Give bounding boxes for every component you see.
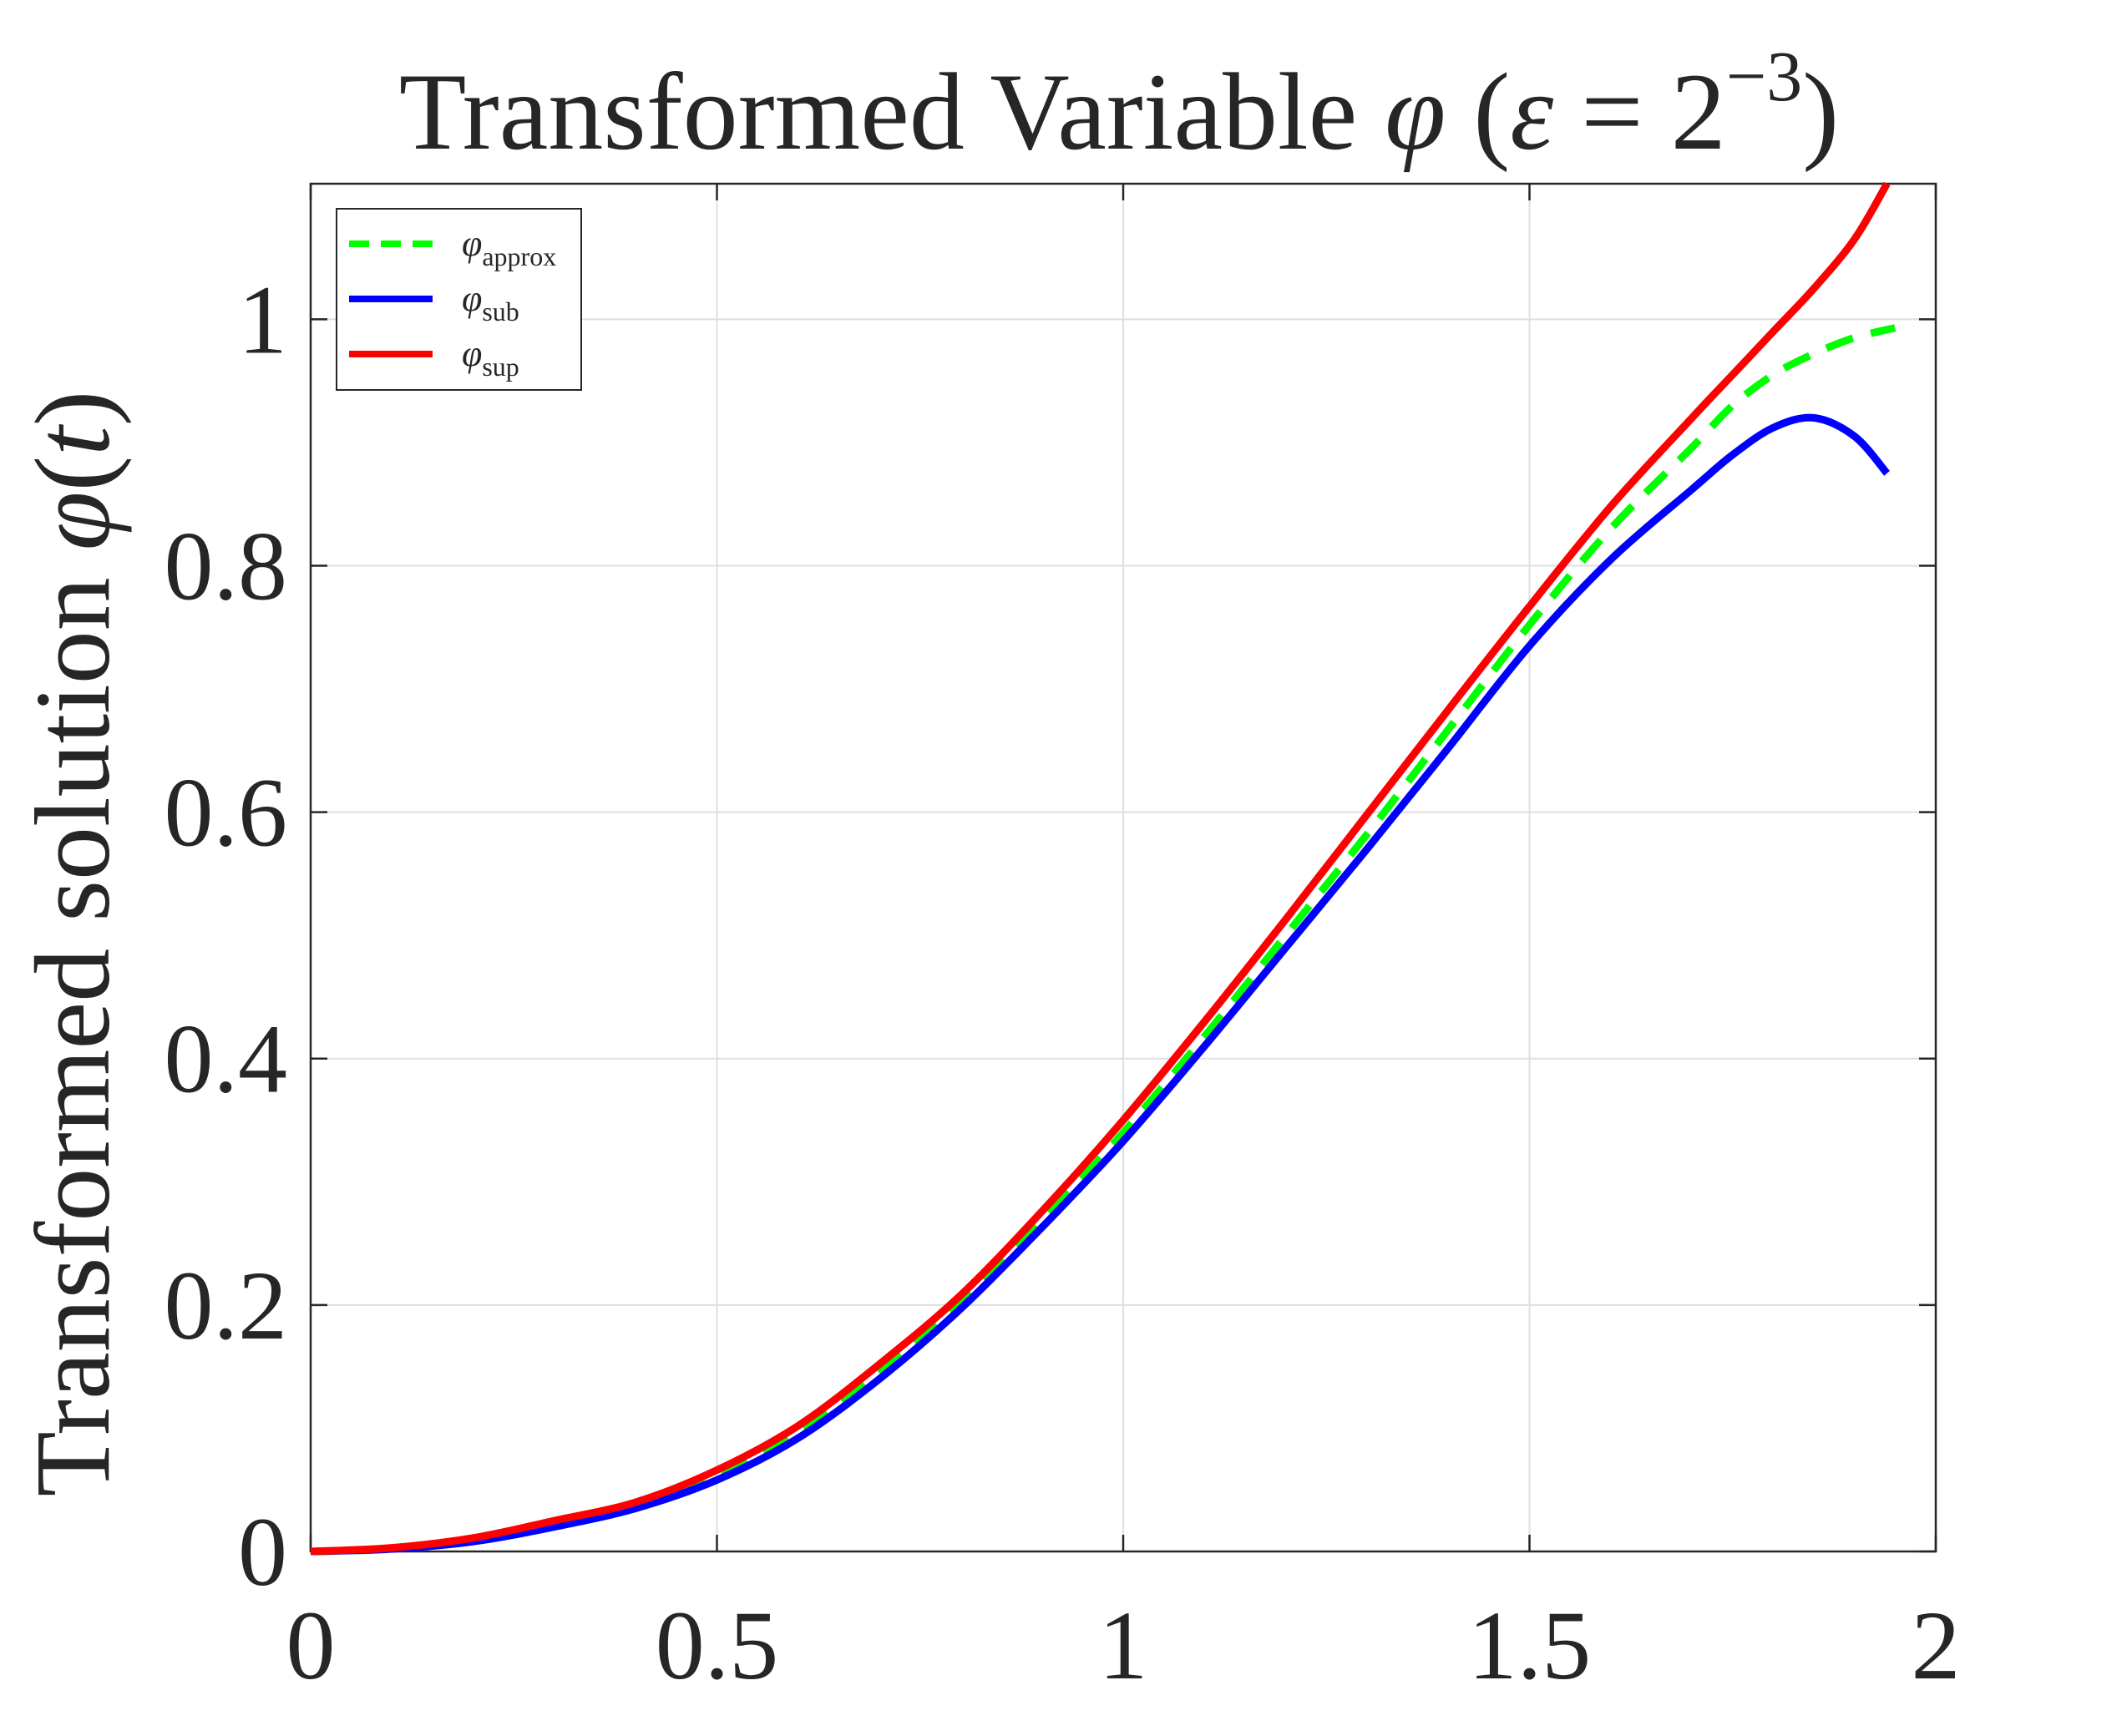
y-tick-label: 1 bbox=[238, 265, 287, 374]
y-axis-label: Transformed solution φ(t) bbox=[13, 391, 132, 1497]
grid-layer bbox=[311, 184, 1936, 1551]
ylabel-close: ) bbox=[13, 391, 132, 427]
title-prefix: Transformed Variable bbox=[399, 50, 1385, 173]
y-tick-label: 0.8 bbox=[165, 511, 288, 620]
y-tick-label: 0.6 bbox=[165, 758, 288, 868]
legend-symbol: φ bbox=[462, 223, 482, 264]
legend-symbol: φ bbox=[462, 278, 482, 319]
x-tick-label: 0.5 bbox=[656, 1591, 779, 1700]
legend-subscript: sub bbox=[482, 296, 519, 326]
tick-layer: 0 0.5 1 1.5 2 0 0.2 0.4 0.6 0.8 1 bbox=[165, 184, 1961, 1700]
legend-symbol: φ bbox=[462, 333, 482, 374]
ylabel-prefix: Transformed solution bbox=[13, 550, 132, 1496]
x-tick-label: 0 bbox=[286, 1591, 336, 1700]
legend-entry-sup: φsup bbox=[462, 333, 519, 382]
x-tick-label: 1.5 bbox=[1468, 1591, 1592, 1700]
ylabel-phi: φ bbox=[13, 491, 132, 550]
legend-box bbox=[336, 208, 582, 391]
legend-entry-sub: φsub bbox=[462, 278, 519, 326]
series-line-sub bbox=[310, 413, 1891, 1556]
y-tick-label: 0.4 bbox=[165, 1005, 288, 1114]
ylabel-arg: t bbox=[13, 423, 132, 456]
x-tick-label: 2 bbox=[1912, 1591, 1961, 1700]
title-phi: φ bbox=[1385, 50, 1446, 173]
legend-subscript: approx bbox=[482, 241, 556, 271]
title-close: ) bbox=[1802, 50, 1839, 173]
title-equals: = 2 bbox=[1553, 50, 1725, 173]
legend-entry-approx: φapprox bbox=[462, 223, 556, 271]
x-tick-label: 1 bbox=[1099, 1591, 1148, 1700]
title-epsilon: ε bbox=[1510, 50, 1553, 173]
y-tick-label: 0 bbox=[238, 1497, 287, 1607]
title-exponent: −3 bbox=[1726, 36, 1803, 116]
chart-title: Transformed Variable φ (ε = 2−3) bbox=[399, 36, 1839, 173]
y-tick-label: 0.2 bbox=[165, 1251, 288, 1360]
series-layer bbox=[310, 181, 1897, 1556]
ylabel-open: ( bbox=[13, 456, 132, 492]
legend-subscript: sup bbox=[482, 352, 519, 382]
series-line-sup bbox=[310, 181, 1891, 1556]
title-open: ( bbox=[1446, 50, 1510, 173]
